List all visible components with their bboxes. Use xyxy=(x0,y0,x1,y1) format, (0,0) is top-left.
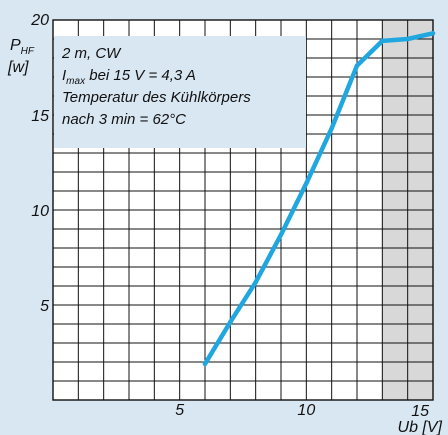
data-point xyxy=(304,181,309,186)
data-point xyxy=(380,38,385,44)
x-tick-label: 15 xyxy=(411,403,429,420)
x-tick-label: 10 xyxy=(297,402,315,419)
y-axis-label-main: P xyxy=(10,37,21,54)
x-tick-label: 5 xyxy=(175,402,184,419)
data-point xyxy=(228,319,233,325)
data-point xyxy=(253,280,258,285)
data-point xyxy=(329,126,334,131)
annotation-box xyxy=(54,36,306,148)
annotation-imax-rest: bei 15 V = 4,3 A xyxy=(85,67,196,84)
y-axis-unit: [w] xyxy=(7,59,29,76)
data-points xyxy=(202,31,436,367)
data-point xyxy=(202,361,208,367)
annotation-imax-sub: max xyxy=(66,76,86,87)
y-axis-label: PHF xyxy=(10,37,35,57)
y-tick-label: 10 xyxy=(31,203,49,220)
annotation-line-3: Temperatur des Kühlkörpers xyxy=(62,89,251,106)
annotation-line-1: 2 m, CW xyxy=(61,45,122,62)
y-tick-label: 5 xyxy=(40,298,49,315)
series-line xyxy=(202,31,436,367)
annotation-imax: I xyxy=(62,67,66,84)
data-point xyxy=(278,232,284,237)
y-tick-label: 20 xyxy=(30,12,49,29)
data-point xyxy=(354,63,360,68)
plot-frame xyxy=(52,19,434,401)
tick-labels: 5 10 15 5 10 15 20 xyxy=(30,12,429,420)
y-axis-label-sub: HF xyxy=(21,46,35,57)
annotation-line-4: nach 3 min = 62°C xyxy=(62,111,186,128)
annotation-line-2: Imax bei 15 V = 4,3 A xyxy=(62,67,196,87)
data-point xyxy=(405,36,410,42)
y-tick-label: 15 xyxy=(31,108,49,125)
data-point xyxy=(430,31,436,36)
x-axis-label: Ub [V] xyxy=(398,419,443,435)
